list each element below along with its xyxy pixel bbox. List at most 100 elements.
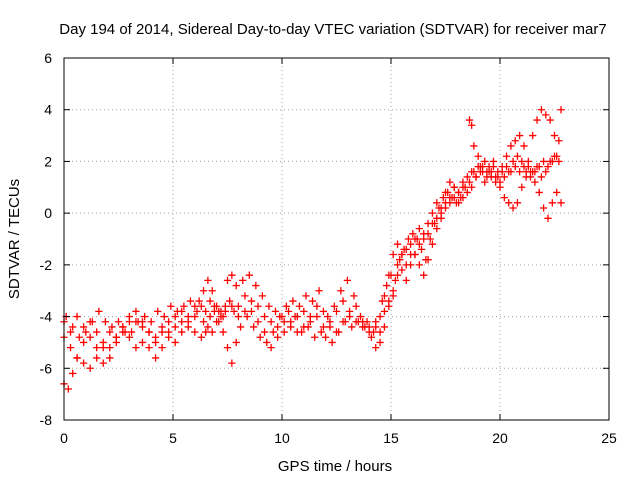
- data-point: [206, 297, 214, 305]
- y-tick-label: -8: [40, 412, 53, 428]
- data-point: [254, 302, 262, 310]
- data-point: [324, 312, 332, 321]
- data-point: [454, 188, 463, 197]
- data-point: [378, 297, 386, 305]
- data-point: [553, 188, 561, 197]
- data-point: [505, 199, 513, 207]
- data-point: [158, 343, 166, 352]
- data-point: [380, 292, 389, 300]
- data-point: [125, 333, 134, 341]
- data-point: [254, 318, 262, 326]
- data-point: [348, 323, 356, 331]
- data-point: [518, 157, 526, 166]
- y-tick-label: -4: [40, 309, 53, 325]
- x-tick-label: 0: [60, 430, 68, 446]
- data-point: [82, 328, 90, 336]
- data-point: [260, 312, 269, 321]
- data-points: [60, 106, 565, 393]
- y-tick-label: -6: [40, 360, 53, 376]
- data-point: [343, 276, 352, 285]
- data-point: [372, 318, 380, 326]
- data-point: [151, 354, 160, 362]
- data-point: [457, 193, 465, 202]
- data-point: [114, 318, 123, 326]
- data-point: [537, 106, 546, 114]
- data-point: [300, 323, 308, 331]
- data-point: [178, 328, 186, 336]
- data-point: [404, 235, 413, 243]
- x-axis-label: GPS time / hours: [278, 458, 392, 475]
- data-point: [247, 307, 256, 316]
- data-point: [199, 287, 208, 295]
- data-point: [406, 240, 415, 248]
- data-point: [315, 287, 323, 295]
- data-point: [289, 297, 297, 305]
- data-point: [93, 354, 101, 362]
- data-point: [507, 142, 515, 150]
- data-point: [511, 137, 519, 145]
- data-point: [393, 261, 402, 269]
- series-track-c: [60, 131, 563, 372]
- data-point: [66, 328, 75, 336]
- series-track-b: [60, 116, 565, 367]
- data-point: [86, 364, 94, 372]
- data-point: [465, 116, 474, 124]
- data-point: [422, 256, 430, 264]
- data-point: [544, 214, 552, 222]
- data-point: [526, 173, 535, 181]
- data-point: [546, 116, 554, 124]
- data-point: [448, 193, 456, 202]
- data-point: [206, 312, 214, 321]
- data-point: [280, 318, 288, 326]
- data-point: [319, 307, 328, 316]
- data-point: [430, 219, 439, 228]
- data-point: [491, 173, 500, 181]
- data-point: [478, 168, 487, 176]
- data-point: [389, 292, 397, 300]
- data-point: [180, 302, 188, 310]
- data-point: [428, 240, 437, 248]
- data-point: [208, 287, 216, 295]
- data-point: [450, 183, 458, 191]
- data-point: [415, 261, 423, 269]
- y-tick-label: 4: [44, 102, 52, 118]
- data-point: [69, 369, 77, 378]
- data-point: [95, 307, 103, 316]
- data-point: [154, 307, 162, 316]
- data-point: [413, 235, 421, 243]
- data-point: [223, 343, 232, 352]
- data-point: [533, 116, 541, 124]
- data-point: [542, 111, 550, 119]
- data-point: [232, 281, 240, 290]
- data-point: [468, 121, 476, 129]
- data-point: [463, 173, 471, 181]
- grid-lines: [64, 58, 609, 420]
- data-point: [267, 343, 275, 352]
- data-point: [550, 131, 559, 140]
- data-point: [553, 152, 561, 160]
- data-point: [250, 323, 258, 331]
- data-point: [555, 157, 563, 166]
- data-point: [73, 354, 81, 362]
- data-point: [219, 328, 227, 336]
- y-tick-label: -2: [40, 257, 53, 273]
- data-point: [437, 214, 445, 222]
- data-point: [433, 199, 441, 207]
- data-point: [245, 271, 253, 279]
- data-point: [195, 297, 203, 305]
- data-point: [193, 307, 201, 316]
- data-point: [500, 193, 509, 202]
- data-point: [232, 338, 240, 347]
- data-point: [428, 209, 437, 217]
- data-point: [387, 271, 395, 279]
- data-point: [393, 271, 402, 279]
- data-point: [108, 323, 116, 331]
- data-point: [278, 312, 286, 321]
- x-tick-label: 15: [383, 430, 399, 446]
- data-point: [496, 178, 504, 186]
- data-point: [548, 157, 556, 166]
- data-point: [202, 328, 210, 336]
- data-point: [291, 312, 299, 321]
- data-point: [382, 281, 391, 290]
- data-point: [502, 152, 511, 160]
